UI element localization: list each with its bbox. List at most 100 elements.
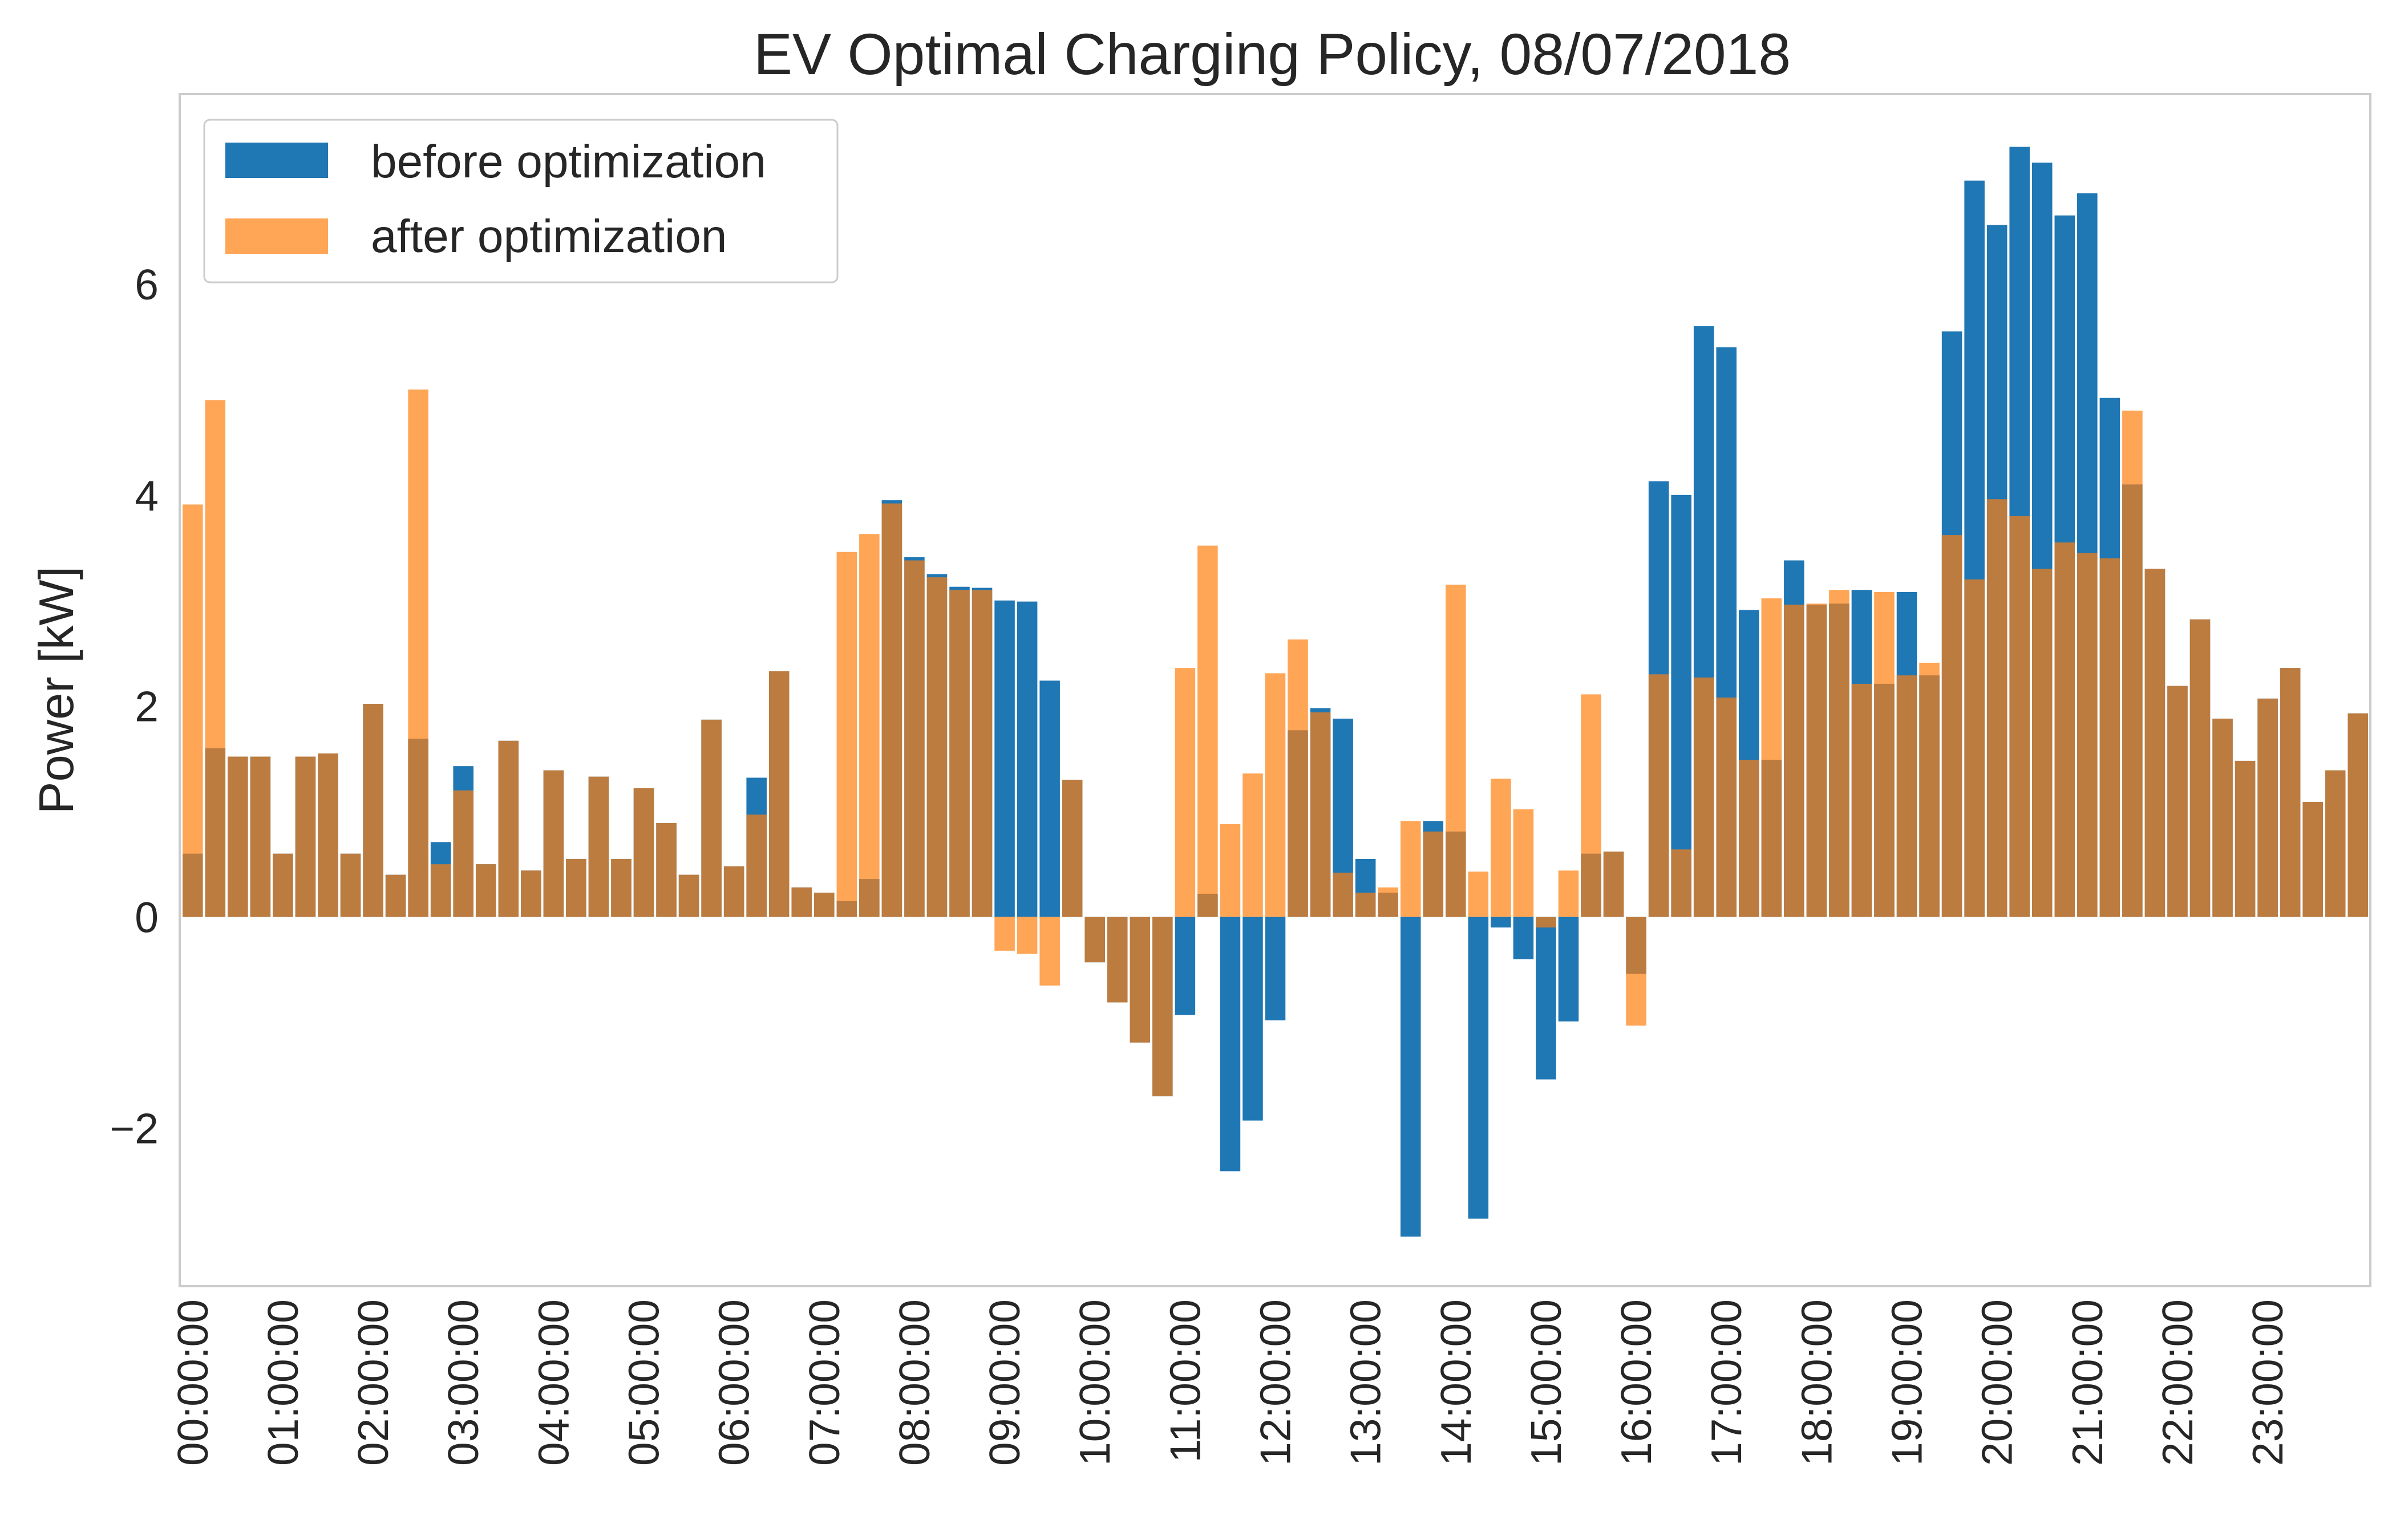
legend-label-before-optimization: before optimization xyxy=(371,136,766,188)
bar-before-optimization-58 xyxy=(1491,917,1511,928)
bar-before-optimization-44 xyxy=(1175,917,1196,1015)
bar-after-optimization-47 xyxy=(1242,773,1263,917)
legend-swatch-after-optimization xyxy=(225,218,328,254)
bar-before-optimization-60 xyxy=(1536,917,1556,1080)
bar-before-optimization-54 xyxy=(1400,917,1421,1237)
bar-after-optimization-71 xyxy=(1784,605,1804,917)
y-axis-label: Power [kW] xyxy=(30,566,84,814)
bar-after-optimization-76 xyxy=(1896,675,1917,917)
bar-after-optimization-28 xyxy=(814,893,835,917)
bar-after-optimization-80 xyxy=(1986,499,2008,917)
legend: before optimization after optimization xyxy=(203,119,839,283)
x-tick-label: 23:00:00 xyxy=(2244,1299,2292,1466)
x-tick-label: 14:00:00 xyxy=(1432,1299,1480,1466)
bar-after-optimization-89 xyxy=(2189,619,2211,917)
bar-before-optimization-66 xyxy=(1671,495,1691,917)
bar-before-optimization-46 xyxy=(1220,917,1241,1172)
bar-after-optimization-52 xyxy=(1355,893,1376,917)
bar-after-optimization-84 xyxy=(2077,553,2098,917)
x-tick-label: 17:00:00 xyxy=(1702,1299,1750,1466)
bar-after-optimization-60 xyxy=(1536,917,1556,928)
bar-after-optimization-56 xyxy=(1446,585,1466,917)
bar-after-optimization-34 xyxy=(949,590,970,917)
bar-after-optimization-93 xyxy=(2280,668,2301,917)
bar-after-optimization-50 xyxy=(1310,712,1331,917)
bar-after-optimization-44 xyxy=(1175,668,1196,917)
bar-before-optimization-38 xyxy=(1039,680,1060,917)
bar-after-optimization-59 xyxy=(1513,809,1534,917)
bar-after-optimization-69 xyxy=(1738,760,1759,917)
x-tick-label: 02:00:00 xyxy=(349,1299,397,1466)
bar-after-optimization-85 xyxy=(2099,558,2120,917)
x-tick-label: 00:00:00 xyxy=(169,1299,217,1466)
bar-after-optimization-48 xyxy=(1265,673,1286,917)
bar-after-optimization-5 xyxy=(295,756,316,917)
bar-after-optimization-58 xyxy=(1491,779,1511,917)
bar-after-optimization-82 xyxy=(2031,569,2053,917)
bar-after-optimization-64 xyxy=(1626,917,1646,1026)
bar-after-optimization-45 xyxy=(1197,545,1218,917)
bar-after-optimization-22 xyxy=(678,874,699,917)
bar-after-optimization-27 xyxy=(791,887,812,917)
bar-after-optimization-79 xyxy=(1964,579,1985,917)
y-tick-label: 6 xyxy=(135,261,159,309)
bar-after-optimization-17 xyxy=(566,858,586,917)
bar-after-optimization-9 xyxy=(385,874,406,917)
bar-after-optimization-4 xyxy=(273,853,293,917)
bar-after-optimization-61 xyxy=(1558,870,1579,917)
bar-after-optimization-12 xyxy=(453,790,473,917)
bar-after-optimization-46 xyxy=(1220,824,1241,917)
bar-after-optimization-8 xyxy=(363,704,383,917)
x-tick-label: 12:00:00 xyxy=(1252,1299,1300,1466)
bar-after-optimization-14 xyxy=(498,740,519,917)
bar-after-optimization-83 xyxy=(2054,542,2075,917)
x-tick-label: 18:00:00 xyxy=(1792,1299,1840,1466)
bar-after-optimization-20 xyxy=(633,788,654,917)
bar-after-optimization-36 xyxy=(994,917,1015,951)
legend-swatch-before-optimization xyxy=(225,143,328,178)
y-axis-ticks: −2 0 2 4 6 xyxy=(110,261,159,1153)
bar-after-optimization-68 xyxy=(1716,697,1737,917)
y-tick-label: 0 xyxy=(135,894,159,942)
bar-before-optimization-48 xyxy=(1265,917,1286,1020)
bar-after-optimization-95 xyxy=(2325,770,2346,917)
bar-after-optimization-42 xyxy=(1130,917,1151,1043)
bar-after-optimization-11 xyxy=(430,864,451,917)
bar-after-optimization-70 xyxy=(1761,598,1782,917)
bar-after-optimization-67 xyxy=(1693,677,1714,917)
x-tick-label: 15:00:00 xyxy=(1522,1299,1570,1466)
plot-area-frame xyxy=(179,93,2371,1287)
x-tick-label: 05:00:00 xyxy=(620,1299,668,1466)
bar-before-optimization-59 xyxy=(1513,917,1534,959)
x-tick-label: 16:00:00 xyxy=(1612,1299,1660,1466)
bar-after-optimization-6 xyxy=(318,753,338,917)
bar-after-optimization-81 xyxy=(2009,516,2030,917)
bar-after-optimization-66 xyxy=(1671,849,1691,917)
bar-after-optimization-32 xyxy=(904,560,925,917)
bar-after-optimization-1 xyxy=(205,400,226,917)
bar-after-optimization-90 xyxy=(2212,718,2233,917)
bar-after-optimization-94 xyxy=(2302,802,2323,917)
bar-after-optimization-55 xyxy=(1423,831,1444,917)
bar-after-optimization-2 xyxy=(228,756,248,917)
bar-after-optimization-23 xyxy=(701,719,722,917)
bar-after-optimization-72 xyxy=(1806,603,1827,917)
bar-after-optimization-15 xyxy=(521,870,541,917)
bar-after-optimization-53 xyxy=(1378,887,1398,917)
x-tick-label: 09:00:00 xyxy=(981,1299,1029,1466)
bar-after-optimization-96 xyxy=(2348,713,2368,917)
bar-after-optimization-77 xyxy=(1919,662,1940,917)
bar-after-optimization-54 xyxy=(1400,821,1421,917)
bar-after-optimization-78 xyxy=(1941,535,1962,917)
bar-after-optimization-62 xyxy=(1581,694,1601,917)
bar-after-optimization-30 xyxy=(859,534,880,917)
bar-before-optimization-37 xyxy=(1017,601,1038,917)
x-tick-label: 21:00:00 xyxy=(2063,1299,2111,1466)
bar-after-optimization-31 xyxy=(881,503,902,917)
bar-after-optimization-86 xyxy=(2122,410,2143,917)
bar-after-optimization-88 xyxy=(2167,686,2188,917)
bar-after-optimization-26 xyxy=(768,671,790,917)
bar-before-optimization-61 xyxy=(1558,917,1579,1022)
bar-after-optimization-63 xyxy=(1603,851,1624,917)
bar-after-optimization-38 xyxy=(1039,917,1060,986)
